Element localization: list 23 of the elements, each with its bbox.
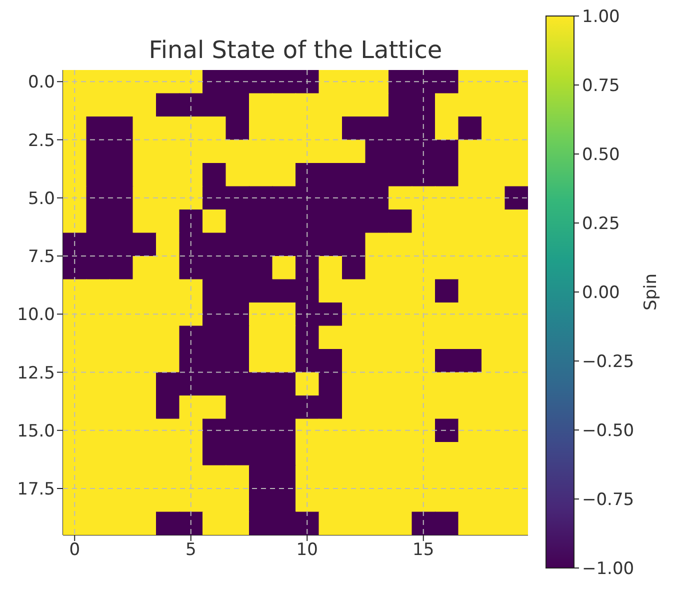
chart-title: Final State of the Lattice	[148, 36, 444, 64]
x-tick-label: 10	[296, 540, 318, 560]
y-tick-label: 2.5	[28, 130, 55, 151]
color-bar-label: −0.50	[582, 420, 634, 441]
color-bar-label: 1.00	[582, 6, 620, 27]
y-tick-label: 5.0	[28, 188, 55, 209]
x-tick-label: 0	[69, 540, 80, 560]
y-tick-label: 10.0	[17, 305, 55, 326]
color-bar-label: −0.75	[582, 490, 634, 510]
y-tick-label: 15.0	[17, 421, 55, 442]
y-tick-label: 7.5	[28, 247, 55, 268]
x-tick-label: 15	[412, 540, 434, 560]
color-bar-label: 0.75	[582, 76, 620, 96]
y-tick-label: 12.5	[17, 363, 55, 384]
color-bar-label: 0.50	[582, 144, 620, 165]
color-bar-label: 0.00	[582, 282, 620, 303]
color-bar-title: Spin	[641, 273, 661, 311]
color-bar-label: −0.25	[582, 352, 634, 372]
y-tick-label: 17.5	[17, 480, 55, 500]
color-bar-label: 0.25	[582, 214, 620, 234]
color-bar-label: −1.00	[582, 558, 634, 579]
x-tick-label: 5	[185, 540, 196, 560]
y-tick-label: 0.0	[28, 72, 55, 93]
